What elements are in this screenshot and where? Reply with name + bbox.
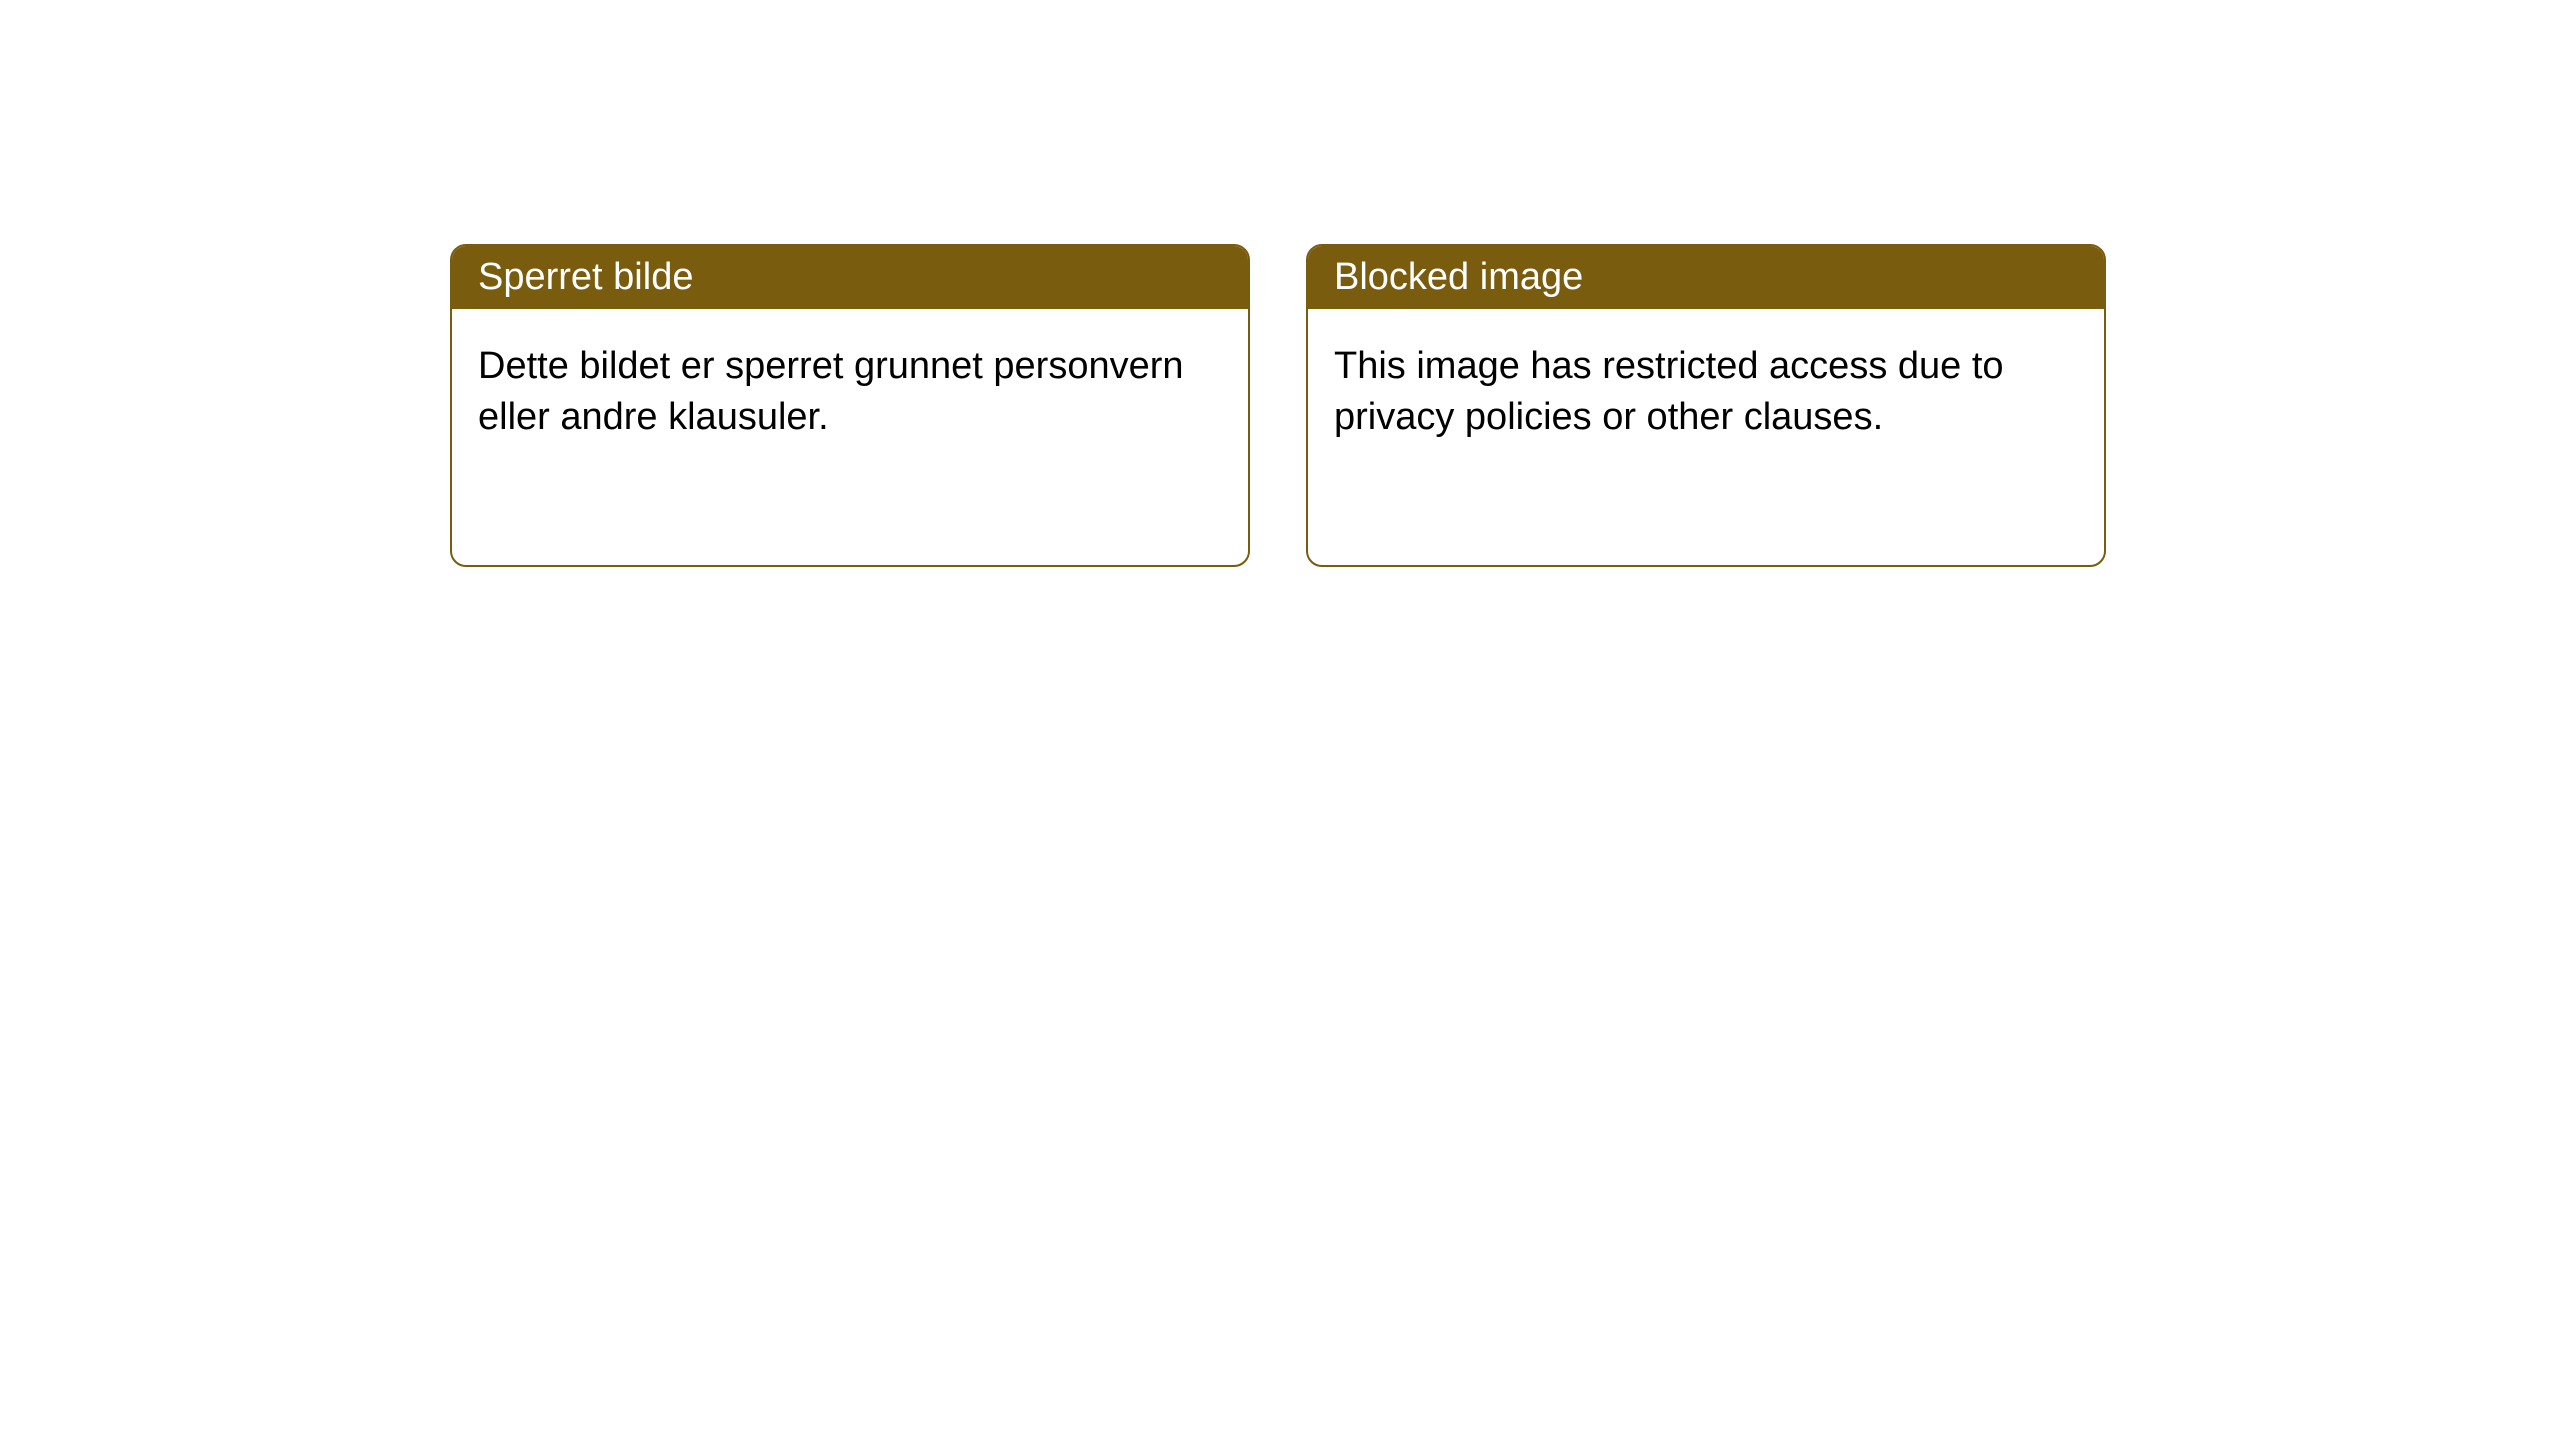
notice-body-english: This image has restricted access due to … xyxy=(1308,309,2104,565)
notice-title: Sperret bilde xyxy=(478,256,693,298)
notice-header-norwegian: Sperret bilde xyxy=(452,246,1248,309)
notice-text: This image has restricted access due to … xyxy=(1334,341,2078,444)
notice-text: Dette bildet er sperret grunnet personve… xyxy=(478,341,1222,444)
notice-header-english: Blocked image xyxy=(1308,246,2104,309)
notice-body-norwegian: Dette bildet er sperret grunnet personve… xyxy=(452,309,1248,565)
notice-card-english: Blocked image This image has restricted … xyxy=(1306,244,2106,567)
notice-title: Blocked image xyxy=(1334,256,1583,298)
notice-card-norwegian: Sperret bilde Dette bildet er sperret gr… xyxy=(450,244,1250,567)
notice-container: Sperret bilde Dette bildet er sperret gr… xyxy=(450,244,2106,567)
